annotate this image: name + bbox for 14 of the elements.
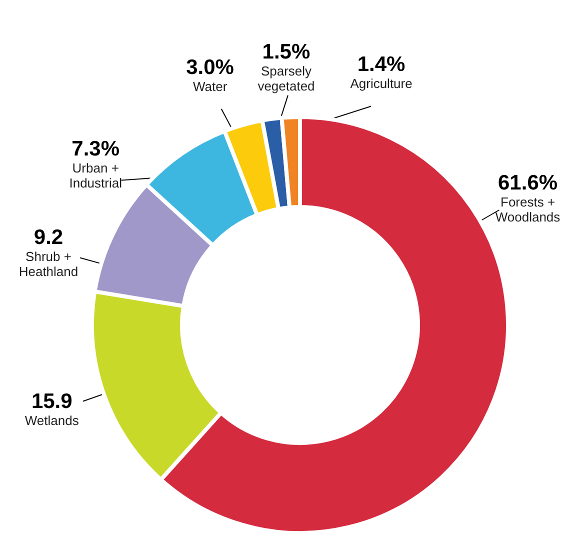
slice-label: Shrub + Heathland bbox=[18, 249, 78, 280]
slice-label: Agriculture bbox=[350, 76, 412, 91]
slice-label: Urban + Industrial bbox=[69, 160, 122, 190]
data-label: 61.6% bbox=[498, 172, 558, 194]
slice-label: Sparsely vegetated bbox=[258, 63, 315, 94]
data-label: 1.5% bbox=[262, 40, 310, 64]
slice-label: Forests + Woodlands bbox=[495, 194, 561, 224]
data-label: 1.4% bbox=[357, 52, 406, 76]
data-label: 7.3% bbox=[72, 137, 120, 160]
slice-label: Water bbox=[192, 78, 228, 94]
data-label: 15.9 bbox=[31, 390, 72, 414]
data-label: 9.2 bbox=[34, 226, 64, 250]
data-label: 3.0% bbox=[186, 56, 234, 79]
slice-label: Wetlands bbox=[24, 413, 80, 428]
